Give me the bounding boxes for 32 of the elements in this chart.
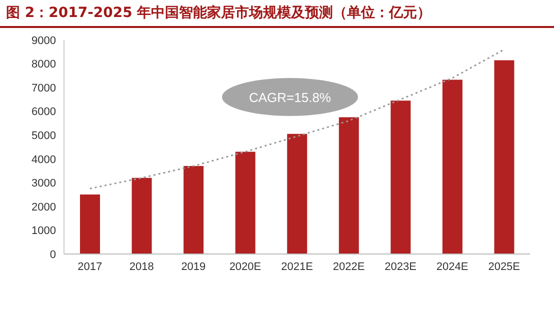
- bar: [287, 134, 308, 254]
- bar: [132, 178, 152, 254]
- y-tick-label: 2000: [32, 201, 56, 214]
- bar: [80, 194, 100, 254]
- bar: [442, 80, 462, 254]
- annotation: CAGR=15.8%: [248, 90, 331, 104]
- bar: [184, 166, 204, 254]
- bar: [494, 60, 514, 254]
- y-tick-label: 5000: [32, 130, 56, 142]
- chart-title: 图 2：2017-2025 年中国智能家居市场规模及预测（单位：亿元）: [0, 0, 554, 28]
- y-tick-label: 7000: [32, 82, 56, 94]
- y-tick-label: 9000: [32, 34, 56, 47]
- y-tick-label: 8000: [32, 58, 56, 71]
- x-tick-label: 2020E: [229, 260, 262, 273]
- x-tick-label: 2024E: [436, 260, 468, 273]
- y-tick-label: 3000: [32, 178, 56, 190]
- y-tick-label: 0: [50, 248, 56, 261]
- x-tick-label: 2019: [181, 260, 206, 273]
- x-tick-label: 2023E: [384, 260, 416, 273]
- y-tick-label: 1000: [32, 225, 56, 238]
- x-tick-label: 2025E: [488, 260, 520, 273]
- x-tick-label: 2018: [129, 260, 154, 273]
- bar: [390, 100, 411, 254]
- oval-badge: CAGR=15.8%: [222, 78, 358, 116]
- bar: [235, 152, 256, 254]
- y-tick-label: 6000: [32, 106, 56, 118]
- x-tick-label: 2022E: [332, 260, 365, 273]
- bar: [338, 117, 359, 254]
- y-tick-label: 4000: [32, 154, 56, 166]
- x-tick-label: 2017: [78, 260, 102, 273]
- line-series: [89, 48, 505, 190]
- x-tick-label: 2021E: [281, 260, 313, 273]
